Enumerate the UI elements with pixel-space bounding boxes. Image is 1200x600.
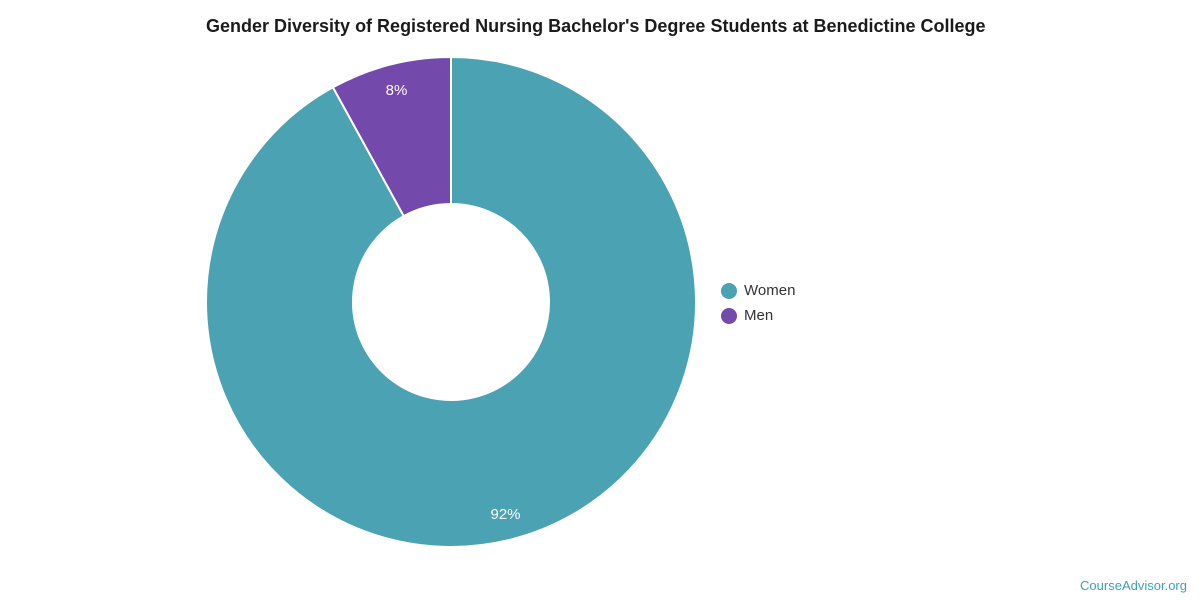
pie-slice-women[interactable] bbox=[204, 56, 697, 548]
legend: Women Men bbox=[721, 278, 795, 328]
legend-label-women: Women bbox=[744, 282, 796, 299]
slice-label-women: 92% bbox=[490, 506, 520, 523]
legend-marker-men-icon bbox=[721, 307, 737, 324]
slice-label-men: 8% bbox=[386, 82, 408, 99]
legend-item-women[interactable]: Women bbox=[721, 278, 795, 303]
courseadvisor-attribution-link[interactable]: CourseAdvisor.org bbox=[1080, 578, 1187, 593]
legend-marker-women-icon bbox=[721, 282, 737, 299]
legend-label-men: Men bbox=[744, 307, 774, 324]
pie-slice-men[interactable] bbox=[331, 56, 452, 218]
chart-title: Gender Diversity of Registered Nursing B… bbox=[206, 16, 986, 36]
legend-item-men[interactable]: Men bbox=[721, 303, 795, 328]
